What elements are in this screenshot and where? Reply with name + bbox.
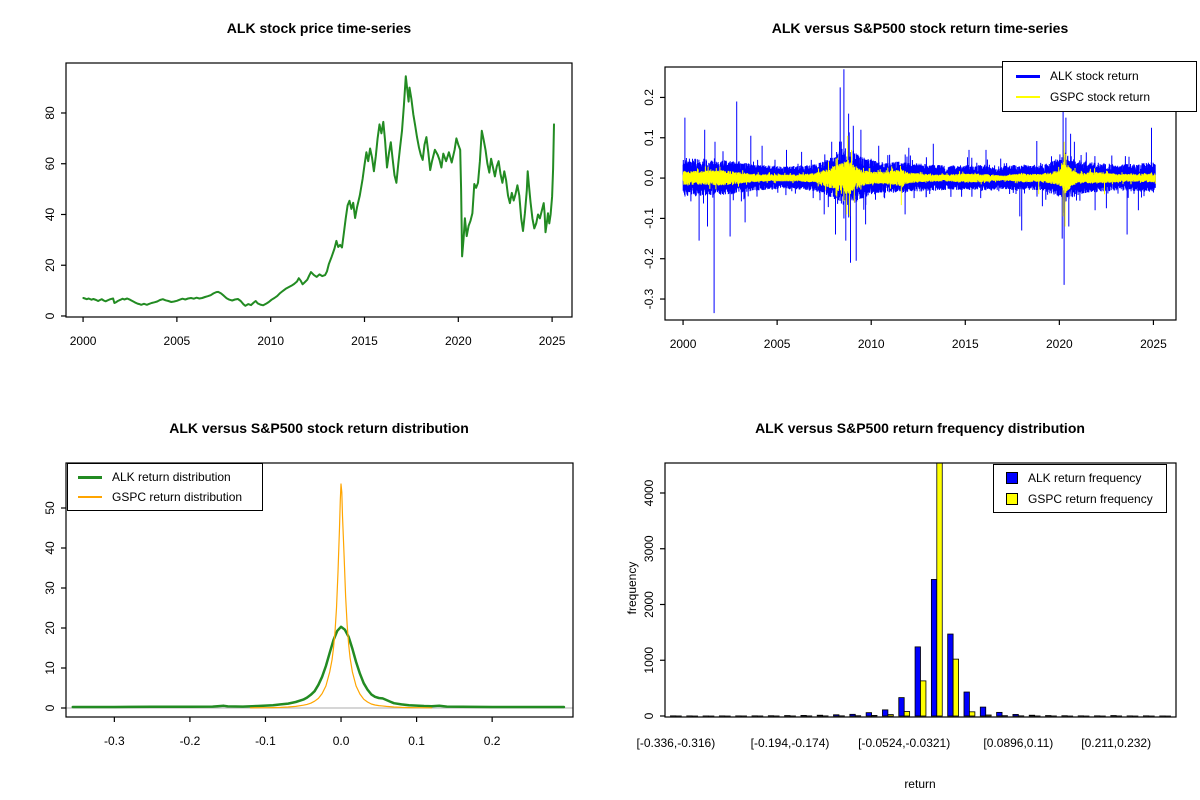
- svg-text:2025: 2025: [1140, 337, 1167, 351]
- svg-text:-0.2: -0.2: [642, 248, 656, 269]
- legend-item-gspc-return: GSPC stock return: [1016, 90, 1196, 104]
- svg-text:1000: 1000: [642, 647, 656, 674]
- svg-text:2020: 2020: [445, 334, 472, 348]
- svg-text:40: 40: [43, 207, 57, 221]
- legend-label: GSPC return distribution: [112, 490, 243, 504]
- legend-label: ALK stock return: [1050, 69, 1139, 83]
- svg-text:2000: 2000: [70, 334, 97, 348]
- legend-item-alk-density: ALK return distribution: [78, 470, 262, 484]
- legend-label: ALK return distribution: [112, 470, 231, 484]
- svg-text:[-0.336,-0.316): [-0.336,-0.316): [637, 736, 716, 750]
- return-frequency-plot: [-0.336,-0.316) [-0.194,-0.174) [-0.0524,-…: [637, 462, 1177, 750]
- svg-text:0.2: 0.2: [642, 89, 656, 106]
- svg-text:2020: 2020: [1046, 337, 1073, 351]
- legend-item-alk-return: ALK stock return: [1016, 69, 1196, 83]
- svg-text:3000: 3000: [642, 535, 656, 562]
- legend-label: GSPC stock return: [1050, 90, 1151, 104]
- svg-text:2005: 2005: [764, 337, 791, 351]
- svg-text:0.0: 0.0: [333, 734, 350, 748]
- svg-text:-0.3: -0.3: [104, 734, 125, 748]
- svg-text:-0.1: -0.1: [642, 208, 656, 229]
- svg-text:40: 40: [43, 541, 57, 555]
- alk-density-line-swatch: [78, 475, 102, 479]
- svg-text:-0.3: -0.3: [642, 288, 656, 309]
- svg-text:2010: 2010: [858, 337, 885, 351]
- svg-text:2005: 2005: [164, 334, 191, 348]
- svg-text:2015: 2015: [952, 337, 979, 351]
- legend-returns: ALK stock return GSPC stock return: [1002, 61, 1197, 112]
- price-timeseries-plot: 2000 2005 2010 2015 2020 2025 0 20 40 60 80: [43, 62, 573, 348]
- svg-text:-0.2: -0.2: [180, 734, 201, 748]
- return-distribution-title: ALK versus S&P500 stock return distribut…: [169, 420, 469, 436]
- frequency-axis-label: frequency: [625, 561, 639, 615]
- panel-return-timeseries: 2000 2005 2010 2015 2020 2025 0.2 0.1 0.0 -0.1 -0.…: [600, 0, 1200, 400]
- svg-text:0.0: 0.0: [642, 169, 656, 186]
- svg-text:0: 0: [43, 704, 57, 711]
- legend-item-gspc-frequency: GSPC return frequency: [1006, 492, 1166, 506]
- panel-return-frequency: [-0.336,-0.316) [-0.194,-0.174) [-0.0524,-…: [600, 400, 1200, 800]
- gspc-return-line-swatch: [1016, 96, 1040, 98]
- svg-text:[0.0896,0.11): [0.0896,0.11): [983, 736, 1053, 750]
- svg-text:0: 0: [642, 712, 656, 719]
- svg-text:0.1: 0.1: [408, 734, 425, 748]
- return-timeseries-plot: 2000 2005 2010 2015 2020 2025 0.2 0.1 0.0 -0.1 -0.…: [642, 66, 1177, 351]
- legend-frequency: ALK return frequency GSPC return frequen…: [993, 464, 1167, 513]
- svg-text:50: 50: [43, 501, 57, 515]
- price-chart-title: ALK stock price time-series: [226, 20, 412, 36]
- return-frequency-title: ALK versus S&P500 return frequency distr…: [755, 420, 1085, 436]
- return-timeseries-title: ALK versus S&P500 stock return time-seri…: [771, 20, 1069, 36]
- panel-return-distribution: -0.3 -0.2 -0.1 0.0 0.1 0.2 0 10 20 30 40 50 ALK ver…: [0, 400, 600, 800]
- svg-text:60: 60: [43, 157, 57, 171]
- return-axis-label: return: [904, 777, 936, 791]
- legend-label: GSPC return frequency: [1028, 491, 1153, 506]
- svg-text:2000: 2000: [642, 591, 656, 618]
- alk-return-line-swatch: [1016, 74, 1040, 78]
- svg-text:30: 30: [43, 581, 57, 595]
- svg-text:0.2: 0.2: [484, 734, 501, 748]
- panel-price-timeseries: 2000 2005 2010 2015 2020 2025 0 20 40 60 80 ALK st…: [0, 0, 600, 400]
- gspc-density-line-swatch: [78, 496, 102, 498]
- legend-label: ALK return frequency: [1028, 471, 1142, 486]
- svg-text:0.1: 0.1: [642, 129, 656, 146]
- return-distribution-plot: -0.3 -0.2 -0.1 0.0 0.1 0.2 0 10 20 30 40 50: [43, 462, 574, 748]
- alk-frequency-square-swatch: [1006, 472, 1018, 485]
- svg-text:20: 20: [43, 258, 57, 272]
- svg-text:[0.211,0.232): [0.211,0.232): [1081, 736, 1151, 750]
- legend-density: ALK return distribution GSPC return dist…: [67, 463, 263, 511]
- svg-text:2015: 2015: [351, 334, 378, 348]
- svg-text:[-0.194,-0.174): [-0.194,-0.174): [751, 736, 830, 750]
- svg-text:2010: 2010: [257, 334, 284, 348]
- svg-text:80: 80: [43, 106, 57, 120]
- gspc-frequency-square-swatch: [1006, 492, 1018, 505]
- svg-text:20: 20: [43, 621, 57, 635]
- svg-text:2025: 2025: [539, 334, 566, 348]
- legend-item-alk-frequency: ALK return frequency: [1006, 471, 1166, 485]
- svg-text:0: 0: [43, 312, 57, 319]
- svg-text:2000: 2000: [670, 337, 697, 351]
- svg-text:10: 10: [43, 661, 57, 675]
- legend-item-gspc-density: GSPC return distribution: [78, 490, 262, 504]
- svg-text:-0.1: -0.1: [255, 734, 276, 748]
- svg-text:4000: 4000: [642, 479, 656, 506]
- svg-text:[-0.0524,-0.0321): [-0.0524,-0.0321): [858, 736, 950, 750]
